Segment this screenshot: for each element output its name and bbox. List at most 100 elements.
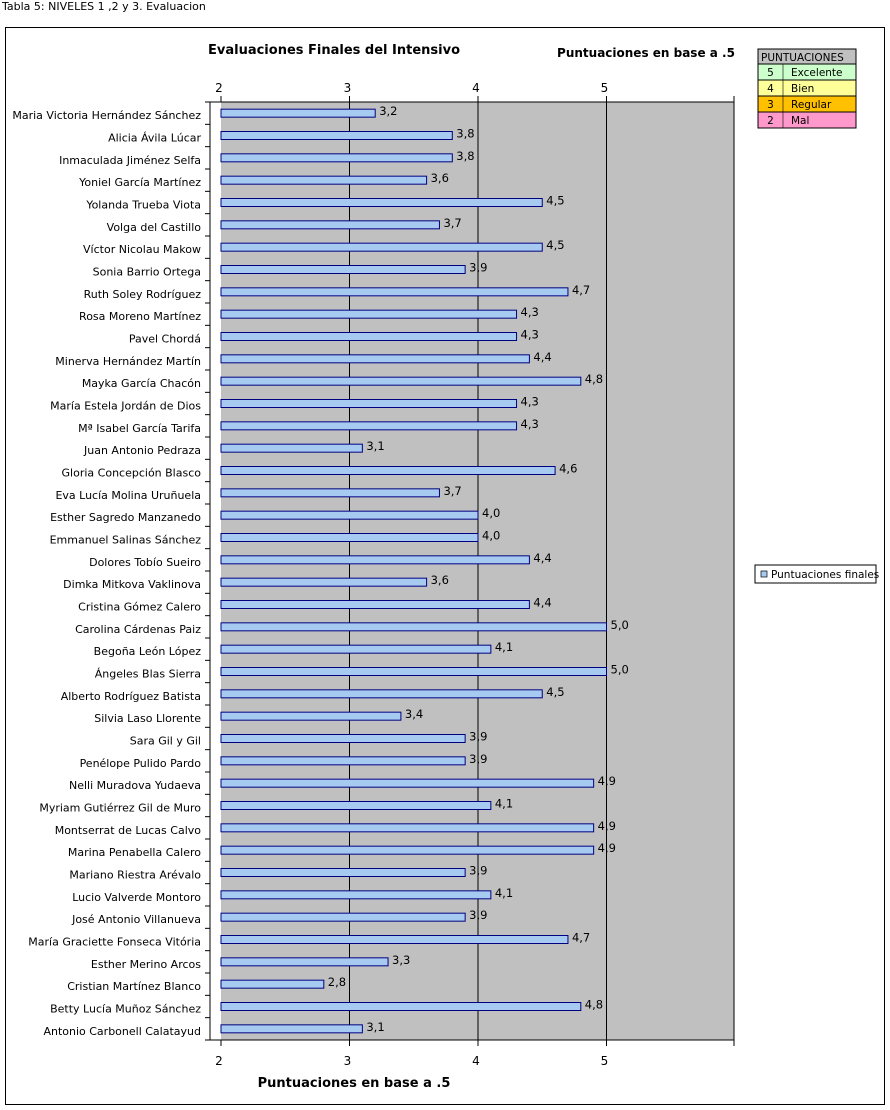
category-label: Esther Sagredo Manzanedo [50,511,201,524]
bar-value-label: 4,3 [521,328,539,342]
bar [220,332,518,341]
bar [220,153,453,163]
bar [220,734,466,743]
bar-value-label: 3,9 [469,864,487,878]
bar [220,1024,363,1034]
category-label: José Antonio Villanueva [71,913,201,926]
bar-value-label: 4,0 [482,506,500,520]
category-label: Maria Victoria Hernández Sánchez [12,109,201,122]
bar [220,488,440,498]
category-label: Emmanuel Salinas Sánchez [50,534,202,547]
bar [220,1002,582,1011]
scale-score: 3 [767,99,774,111]
category-label: Montserrat de Lucas Calvo [55,824,202,837]
bar-value-label: 3,7 [443,216,461,230]
bar [220,399,518,408]
category-label: Myriam Gutiérrez Gil de Muro [39,802,201,815]
category-label: Begoña León López [94,645,202,658]
bar [220,689,543,699]
bar [220,600,530,609]
x-axis-label: Puntuaciones en base a .5 [258,1076,451,1091]
category-label: Silvia Laso Llorente [94,712,201,725]
bar-value-label: 3,3 [392,953,410,967]
bar-value-label: 3,9 [469,752,487,766]
bar [220,354,530,364]
bar [220,220,440,230]
bar [220,801,492,810]
bar-value-label: 4,4 [533,350,551,364]
bar [220,935,569,944]
bar [220,175,428,185]
bar [220,577,428,587]
bar [220,421,518,431]
bar-value-label: 4,9 [598,819,616,833]
bar [220,309,518,319]
bar [220,868,466,877]
legend-swatch [760,570,768,578]
bar [220,912,466,922]
category-label: Betty Lucía Muñoz Sánchez [50,1003,201,1016]
bar-value-label: 3,2 [379,104,397,118]
bar-value-label: 4,8 [585,372,603,386]
category-label: Minerva Hernández Martín [55,355,201,368]
bar [220,555,530,565]
category-label: Mª Isabel García Tarifa [78,422,201,435]
category-label: Sonia Barrio Ortega [93,266,201,279]
category-label: Rosa Moreno Martínez [79,310,201,323]
scale-label: Excelente [791,67,843,79]
bar-value-label: 4,3 [521,395,539,409]
plot-background [210,102,734,1040]
category-label: Dolores Tobío Sueiro [89,556,201,569]
bar [220,957,389,967]
category-label: Yolanda Trueba Viota [85,199,201,212]
category-label: Lucio Valverde Montoro [72,891,201,904]
chart-title: Evaluaciones Finales del Intensivo [208,43,460,58]
bar [220,131,453,140]
bar-value-label: 4,3 [521,417,539,431]
bar-value-label: 4,3 [521,305,539,319]
category-label: Mariano Riestra Arévalo [69,869,201,882]
scale-label: Bien [791,83,814,95]
category-label: Dimka Mitkova Vaklinova [63,578,201,591]
category-label: Nelli Muradova Yudaeva [69,779,201,792]
bar [220,979,325,989]
plot-left-margin [210,102,221,1040]
legend-entry: Puntuaciones finales [771,569,879,581]
category-label: Yoniel García Martínez [78,176,201,189]
bar-value-label: 4,8 [585,998,603,1012]
bar [220,890,492,900]
bar-value-label: 4,1 [495,886,513,900]
bar-value-label: 4,5 [546,685,564,699]
category-label: Volga del Castillo [107,221,202,234]
category-label: Juan Antonio Pedraza [83,444,201,457]
score-scale-table: PUNTUACIONES 5 Excelente 4 Bien 3 Regular 2 Mal [757,48,857,129]
bar [220,644,492,654]
category-label: Pavel Chordá [129,333,201,346]
bar [220,510,479,520]
bar [220,622,607,632]
bar-value-label: 4,7 [572,283,590,297]
x-tick-label-top: 4 [472,81,480,95]
category-label: Esther Merino Arcos [91,958,201,971]
bar [220,466,556,475]
bar-value-label: 4,6 [559,462,577,476]
bar-value-label: 4,1 [495,640,513,654]
bar-value-label: 4,9 [598,774,616,788]
category-label: Alicia Ávila Lúcar [108,132,201,145]
scale-score: 4 [767,83,774,95]
bar [220,823,595,833]
scale-score: 2 [767,115,774,127]
bar-value-label: 3,4 [405,707,423,721]
bar-value-label: 4,0 [482,529,500,543]
legend-box [754,564,877,584]
bar-value-label: 2,8 [328,975,346,989]
bar [220,533,479,542]
category-label: Inmaculada Jiménez Selfa [59,154,201,167]
bar-value-label: 3,6 [431,573,449,587]
x-tick-label-top: 2 [215,81,223,95]
x-tick-label-bottom: 4 [472,1054,480,1068]
bar-value-label: 4,9 [598,841,616,855]
category-label: María Estela Jordán de Dios [50,400,201,413]
category-label: Víctor Nicolau Makow [83,243,201,256]
bar-value-label: 3,1 [366,439,384,453]
